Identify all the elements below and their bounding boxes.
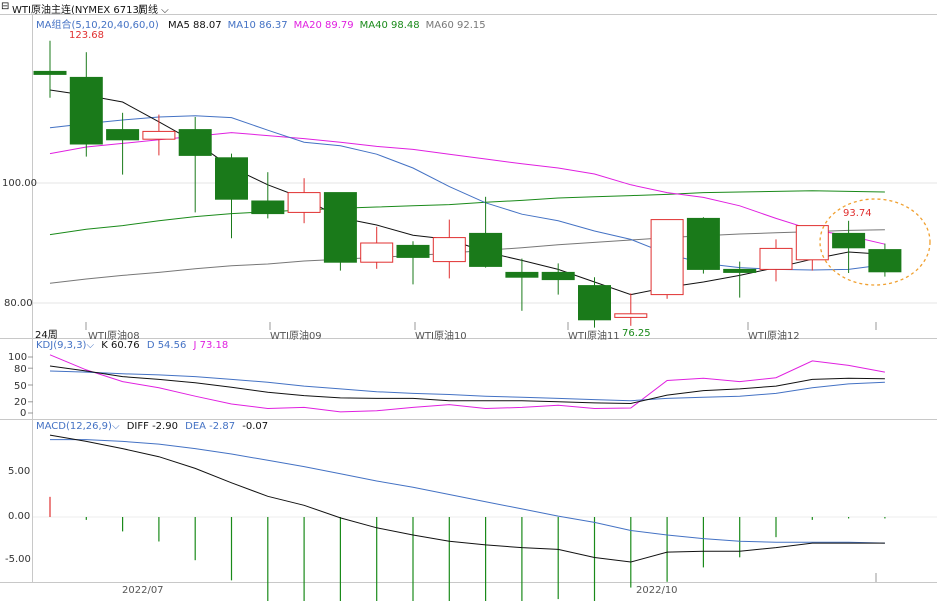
macd-value: -0.07 bbox=[242, 421, 269, 432]
kdj-k-line bbox=[49, 365, 885, 405]
contract-label: WTI原油08 bbox=[88, 331, 140, 342]
kdj-indicator-name[interactable]: KDJ(9,3,3) bbox=[36, 340, 87, 351]
candle-body bbox=[178, 129, 212, 156]
recent-high-label: 93.74 bbox=[843, 208, 872, 219]
kdj-tick: 20 bbox=[14, 397, 27, 408]
ma-legend-item: MA40 98.48 bbox=[359, 20, 420, 31]
date-label: 2022/07 bbox=[122, 585, 164, 596]
menu-icon[interactable]: ⊟ bbox=[1, 1, 10, 12]
kdj-tick: 100 bbox=[8, 352, 28, 363]
panel-divider bbox=[0, 14, 937, 15]
ma20-line bbox=[49, 132, 886, 245]
candle-body bbox=[142, 130, 176, 140]
title-bar: ⊟ WTI原油主连(NYMEX 6713) 周线 ⌵ bbox=[0, 0, 937, 16]
panel-divider bbox=[0, 338, 937, 339]
candle-body bbox=[759, 247, 793, 270]
macd-dea-line bbox=[50, 439, 885, 544]
price-tick: 80.00 bbox=[4, 298, 33, 309]
kdj-legend: KDJ(9,3,3)⌵ K 60.76 D 54.56 J 73.18 bbox=[36, 340, 228, 351]
contract-label: WTI原油12 bbox=[748, 331, 800, 342]
period-dropdown[interactable]: 周线 ⌵ bbox=[138, 1, 169, 16]
date-label: 2022/10 bbox=[636, 585, 678, 596]
kdj-j-line bbox=[49, 354, 885, 413]
kdj-tick: 0 bbox=[20, 408, 27, 419]
period-label: 周线 bbox=[138, 5, 158, 16]
period-count-label: 24周 bbox=[35, 330, 58, 341]
ma40-line bbox=[49, 190, 885, 236]
kdj-k-value: K 60.76 bbox=[101, 340, 140, 351]
instrument-title: WTI原油主连(NYMEX 6713) bbox=[12, 5, 143, 16]
contract-label: WTI原油10 bbox=[415, 331, 467, 342]
candle-body bbox=[469, 232, 503, 267]
macd-tick: -5.00 bbox=[5, 554, 31, 565]
chevron-down-icon: ⌵ bbox=[158, 5, 169, 16]
kdj-d-value: D 54.56 bbox=[146, 340, 187, 351]
ma-legend-item: MA5 88.07 bbox=[167, 20, 222, 31]
candle-body bbox=[723, 268, 757, 273]
candle-body bbox=[69, 76, 103, 145]
candle-body bbox=[578, 285, 611, 321]
candle-body bbox=[868, 249, 902, 273]
macd-dea-value: DEA -2.87 bbox=[185, 421, 236, 432]
price-tick: 100.00 bbox=[2, 178, 37, 189]
kdj-tick: 50 bbox=[14, 381, 27, 392]
candle-body bbox=[33, 70, 67, 75]
macd-indicator-name[interactable]: MACD(12,26,9) bbox=[36, 421, 112, 432]
ma-legend-item: MA10 86.37 bbox=[227, 20, 288, 31]
candle-body bbox=[323, 192, 357, 263]
macd-tick: 0.00 bbox=[8, 511, 31, 522]
candle-body bbox=[505, 271, 539, 278]
candle-body bbox=[686, 217, 720, 270]
ma10-line bbox=[49, 115, 885, 271]
contract-label: WTI原油11 bbox=[568, 331, 620, 342]
ma-legend-item: MA20 89.79 bbox=[293, 20, 354, 31]
candle-body bbox=[215, 157, 248, 200]
kdj-tick: 80 bbox=[14, 364, 27, 375]
ma60-line bbox=[49, 229, 885, 284]
candle-body bbox=[106, 129, 140, 141]
chevron-down-icon[interactable]: ⌵ bbox=[111, 421, 120, 432]
candle-body bbox=[541, 271, 575, 281]
candle-body bbox=[396, 244, 430, 258]
candle-body bbox=[650, 219, 684, 296]
low-price-label: 76.25 bbox=[622, 328, 651, 339]
macd-diff-value: DIFF -2.90 bbox=[126, 421, 178, 432]
candle-body bbox=[360, 242, 394, 263]
macd-legend: MACD(12,26,9)⌵ DIFF -2.90 DEA -2.87 -0.0… bbox=[36, 421, 268, 432]
high-price-label: 123.68 bbox=[69, 30, 104, 41]
panel-divider bbox=[0, 582, 937, 583]
ma-indicator-name[interactable]: MA组合(5,10,20,40,60,0) bbox=[36, 20, 159, 31]
candle-body bbox=[614, 313, 648, 318]
candle-body bbox=[251, 200, 285, 215]
kdj-j-value: J 73.18 bbox=[193, 340, 229, 351]
axis-line bbox=[32, 14, 33, 582]
candle-body bbox=[287, 192, 321, 213]
candle-body bbox=[795, 225, 829, 261]
kdj-d-line bbox=[49, 370, 885, 402]
macd-tick: 5.00 bbox=[8, 466, 31, 477]
candle-body bbox=[432, 237, 466, 263]
ma-legend-item: MA60 92.15 bbox=[425, 20, 486, 31]
ma-legend: MA组合(5,10,20,40,60,0) MA5 88.07 MA10 86.3… bbox=[36, 16, 486, 31]
highlight-ellipse bbox=[819, 198, 931, 286]
panel-divider bbox=[0, 419, 937, 420]
macd-diff-line bbox=[49, 434, 885, 563]
contract-label: WTI原油09 bbox=[270, 331, 322, 342]
chevron-down-icon[interactable]: ⌵ bbox=[86, 340, 95, 351]
candle-body bbox=[832, 232, 866, 249]
